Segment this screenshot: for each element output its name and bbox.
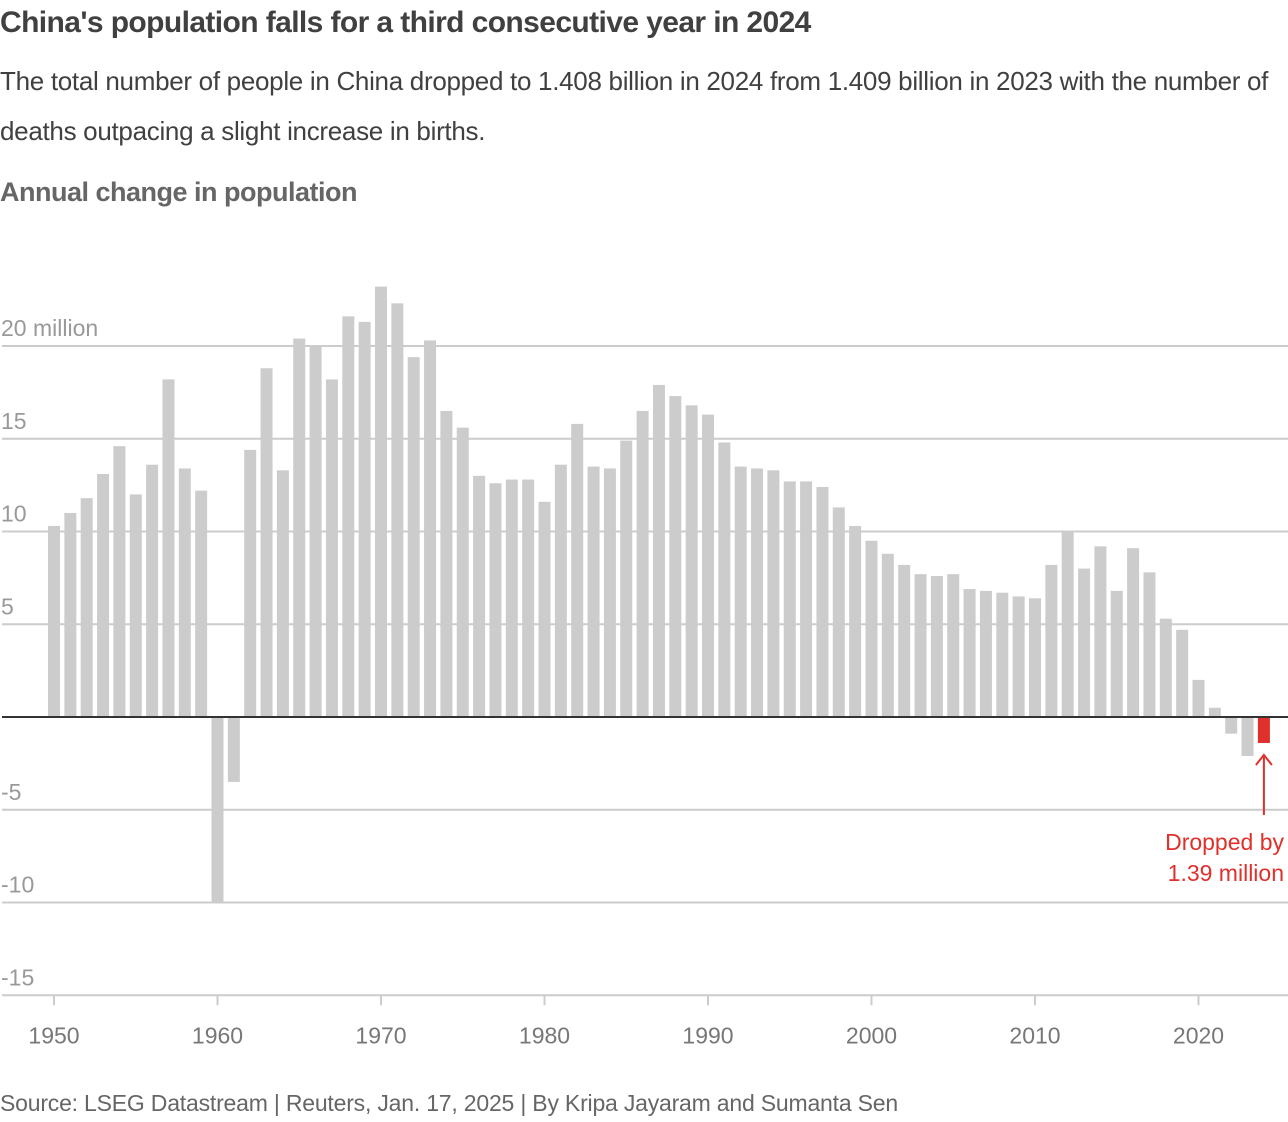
bar [1241, 717, 1254, 756]
annotation-arrow-head [1255, 753, 1273, 766]
bar [816, 486, 829, 717]
bar [97, 473, 110, 717]
bar [1225, 717, 1238, 734]
bar [832, 507, 845, 717]
bar [309, 346, 322, 717]
y-tick-label: 10 [1, 501, 27, 527]
bar [734, 466, 747, 717]
bar [473, 475, 486, 717]
bar [146, 464, 159, 717]
bar [1094, 546, 1107, 717]
y-tick-label: -15 [1, 964, 34, 990]
bar [375, 286, 387, 717]
y-tick-label: 15 [1, 408, 27, 434]
bar [358, 321, 371, 717]
bar [162, 379, 175, 717]
bar [260, 368, 273, 717]
bar [244, 449, 257, 717]
bar [64, 512, 77, 717]
bar [48, 525, 60, 717]
bar [996, 592, 1009, 717]
bar [129, 494, 142, 717]
bar [652, 384, 665, 717]
bar [702, 414, 714, 717]
chart-title: China's population falls for a third con… [0, 6, 811, 39]
bar [554, 464, 567, 717]
bar [80, 498, 93, 717]
bar [930, 576, 943, 717]
bar [1192, 679, 1205, 717]
annotation-text: 1.39 million [1168, 860, 1284, 886]
x-tick-label: 1950 [28, 1022, 79, 1048]
bar [865, 540, 878, 717]
bar [1159, 618, 1172, 717]
bar [293, 338, 306, 717]
bar [195, 490, 208, 717]
chart-label: Annual change in population [0, 177, 358, 207]
bar [489, 483, 502, 717]
chart-subtitle: The total number of people in China drop… [0, 66, 1269, 146]
y-tick-label: 20 million [1, 315, 98, 341]
bar [783, 481, 796, 717]
bar [178, 468, 191, 717]
x-tick-label: 1980 [519, 1022, 570, 1048]
bar [685, 405, 698, 717]
bar [603, 468, 616, 717]
bar [342, 316, 355, 717]
bar [227, 717, 240, 782]
x-tick-label: 2000 [846, 1022, 897, 1048]
bar [898, 564, 911, 717]
bar [1061, 531, 1074, 717]
bar [1045, 564, 1058, 717]
x-tick-label: 1970 [355, 1022, 406, 1048]
bar [1110, 590, 1123, 717]
bar [636, 410, 649, 717]
y-tick-label: 5 [1, 593, 14, 619]
bar [424, 340, 437, 717]
bar [587, 466, 600, 717]
bar [1208, 707, 1221, 717]
bar [767, 470, 780, 717]
bar [1143, 572, 1156, 717]
bar [947, 574, 960, 717]
bar [1078, 568, 1091, 717]
bar [718, 442, 731, 717]
bar [1176, 629, 1189, 717]
bar [391, 303, 404, 717]
bar [963, 589, 976, 717]
bar [751, 468, 764, 717]
source-credit: Source: LSEG Datastream | Reuters, Jan. … [0, 1090, 898, 1116]
x-tick-label: 1960 [192, 1022, 243, 1048]
bar [276, 470, 289, 717]
bar [1012, 596, 1025, 717]
x-tick-label: 2020 [1173, 1022, 1224, 1048]
bar [881, 553, 894, 717]
bar [522, 479, 535, 717]
annotation-text: Dropped by [1165, 829, 1284, 855]
bar [407, 357, 420, 717]
bar-highlight [1257, 717, 1270, 743]
bar [325, 379, 338, 717]
bar [571, 423, 584, 717]
y-tick-label: -10 [1, 872, 34, 898]
bar [620, 440, 633, 717]
bar [800, 481, 813, 717]
bar [538, 501, 551, 717]
bar [914, 574, 927, 717]
x-tick-label: 1990 [682, 1022, 733, 1048]
bar [669, 396, 682, 717]
bar [849, 525, 862, 717]
bar [1127, 548, 1140, 717]
bar [456, 427, 469, 717]
bar [440, 410, 453, 717]
bar [979, 590, 992, 717]
bar [113, 446, 126, 717]
x-tick-label: 2010 [1009, 1022, 1060, 1048]
bar-chart: 20 million 15 10 5 -5 -10 -15 1950 1960 1970 1980 1… [1, 286, 1288, 1048]
bar [211, 717, 224, 903]
bar [1029, 598, 1041, 717]
y-tick-label: -5 [1, 779, 21, 805]
bar [505, 479, 518, 717]
